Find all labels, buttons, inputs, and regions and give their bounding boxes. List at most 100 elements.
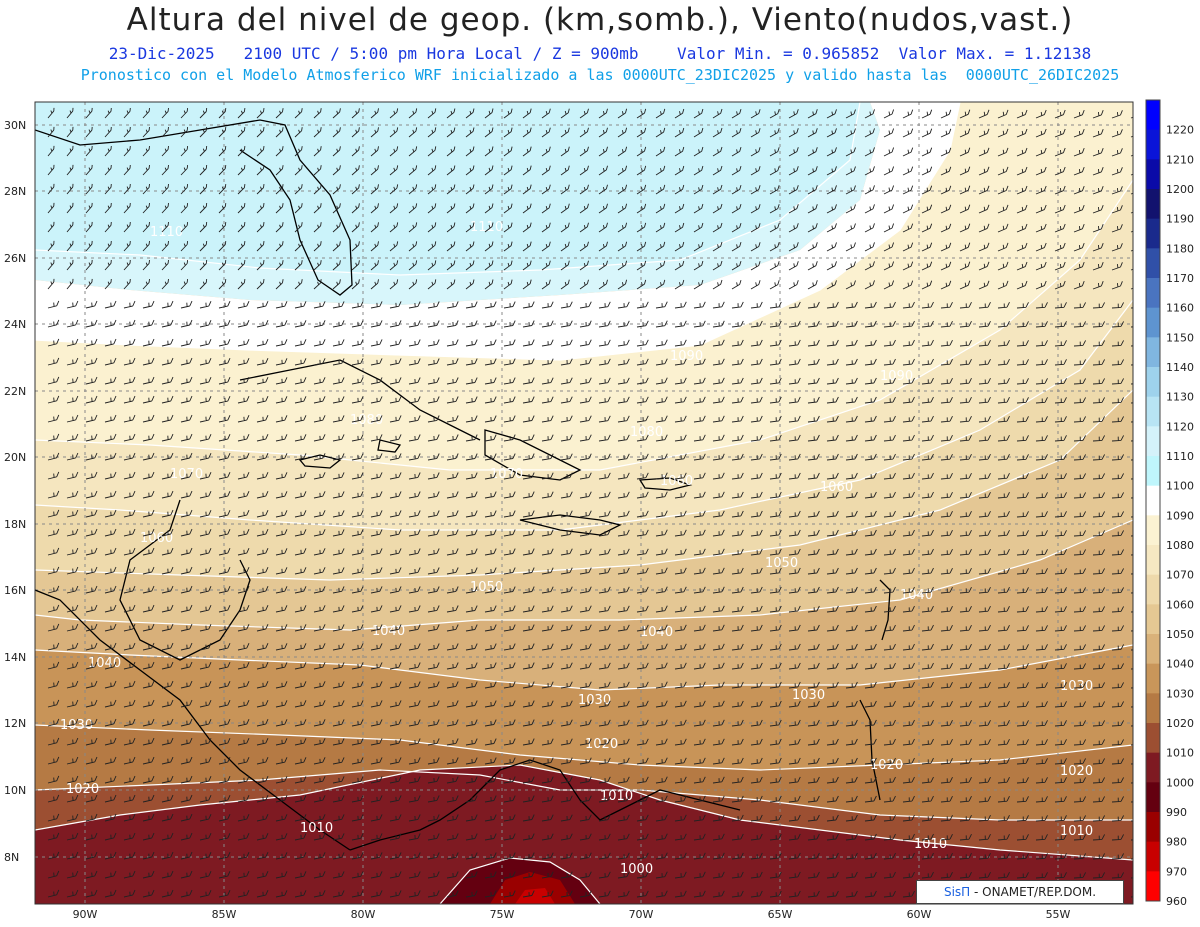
colorbar-label: 1210: [1166, 153, 1194, 166]
colorbar-swatch: [1146, 545, 1160, 576]
contour-label: 1110: [150, 225, 183, 240]
colorbar-label: 1170: [1166, 272, 1194, 285]
map-subtitle-model: Pronostico con el Modelo Atmosferico WRF…: [80, 66, 1120, 84]
wind-barbs: [47, 107, 1133, 898]
lat-label: 28N: [4, 185, 26, 198]
lon-label: 80W: [351, 908, 376, 921]
colorbar-swatch: [1146, 663, 1160, 694]
contour-label: 1040: [900, 588, 933, 603]
graticule: [35, 102, 1133, 904]
colorbar-swatch: [1146, 218, 1160, 249]
contour-label: 1070: [490, 467, 523, 482]
colorbar-swatch: [1146, 337, 1160, 368]
contour-label: 1110: [470, 220, 503, 235]
colorbar-swatch: [1146, 129, 1160, 160]
colorbar-swatch: [1146, 485, 1160, 516]
colorbar-swatch: [1146, 307, 1160, 338]
colorbar-swatch: [1146, 723, 1160, 754]
colorbar-swatch: [1146, 871, 1160, 902]
lon-label: 85W: [212, 908, 237, 921]
colorbar-label: 1010: [1166, 747, 1194, 760]
contour-label: 1010: [600, 789, 633, 804]
contour-label: 1030: [792, 688, 825, 703]
contour-label: 1080: [350, 413, 383, 428]
lon-label: 90W: [73, 908, 98, 921]
lat-label: 18N: [4, 518, 26, 531]
wind-barb-field: [47, 107, 1133, 898]
credit-text: - ONAMET/REP.DOM.: [970, 885, 1097, 899]
map-title: Altura del nivel de geop. (km,somb.), Vi…: [126, 2, 1074, 38]
colorbar-label: 1220: [1166, 124, 1194, 137]
colorbar-label: 1110: [1166, 450, 1194, 463]
contour-label: 1020: [870, 758, 903, 773]
longitude-labels: 90W 85W 80W 75W 70W 65W 60W 55W: [73, 908, 1071, 921]
colorbar-label: 1020: [1166, 717, 1194, 730]
colorbar-frame: [1145, 99, 1161, 902]
colorbar-label: 1160: [1166, 302, 1194, 315]
sispi-logo: SisΠ: [943, 885, 971, 899]
coastlines: [35, 119, 891, 851]
contour-label: 1060: [660, 474, 693, 489]
contour-label: 1010: [300, 821, 333, 836]
lat-label: 22N: [4, 385, 26, 398]
colorbar-label: 1150: [1166, 331, 1194, 344]
colorbar-label: 1060: [1166, 598, 1194, 611]
colorbar-label: 1090: [1166, 509, 1194, 522]
lat-label: 24N: [4, 318, 26, 331]
colorbar-swatch: [1146, 515, 1160, 546]
contour-label: 1060: [820, 480, 853, 495]
colorbar-swatch: [1146, 426, 1160, 457]
map-subtitle-date: 23-Dic-2025 2100 UTC / 5:00 pm Hora Loca…: [108, 44, 1092, 63]
colorbar-swatch: [1146, 604, 1160, 635]
colorbar-label: 1140: [1166, 361, 1194, 374]
shaded-geopotential-field: 1110 1110 1090 1090 1080 1080 1070 1070 …: [35, 102, 1133, 904]
colorbar-label: 1190: [1166, 213, 1194, 226]
colorbar-swatch: [1146, 100, 1160, 131]
colorbar-label: 1050: [1166, 628, 1194, 641]
colorbar-label: 1180: [1166, 242, 1194, 255]
lon-label: 75W: [490, 908, 515, 921]
lat-label: 20N: [4, 451, 26, 464]
colorbar-label: 1130: [1166, 391, 1194, 404]
colorbar-swatch: [1146, 782, 1160, 813]
colorbar-swatch: [1146, 841, 1160, 872]
lat-label: 16N: [4, 584, 26, 597]
colorbar-swatch: [1146, 634, 1160, 665]
lat-label: 30N: [4, 119, 26, 132]
contour-label: 1010: [914, 837, 947, 852]
lat-label: 26N: [4, 252, 26, 265]
colorbar-swatch: [1146, 278, 1160, 309]
lat-label: 8N: [4, 851, 19, 864]
colorbar-swatch: [1146, 812, 1160, 843]
colorbar-label: 960: [1166, 895, 1187, 908]
colorbar-swatch: [1146, 159, 1160, 190]
colorbar-swatch: [1146, 456, 1160, 487]
colorbar-label: 1100: [1166, 480, 1194, 493]
latitude-labels: 30N 28N 26N 24N 22N 20N 18N 16N 14N 12N …: [4, 119, 26, 864]
lon-label: 65W: [768, 908, 793, 921]
lat-label: 14N: [4, 651, 26, 664]
colorbar-label: 1120: [1166, 420, 1194, 433]
colorbar-swatch: [1146, 693, 1160, 724]
contour-label: 1030: [60, 718, 93, 733]
colorbar-label: 1030: [1166, 687, 1194, 700]
colorbar-label: 1200: [1166, 183, 1194, 196]
colorbar-swatch: [1146, 574, 1160, 605]
colorbar: 1220 1210 1200 1190 1180 1170 1160 1150 1140 1130…: [1145, 99, 1194, 908]
contour-label: 1040: [640, 625, 673, 640]
colorbar-label: 1080: [1166, 539, 1194, 552]
colorbar-swatch: [1146, 752, 1160, 783]
colorbar-swatch: [1146, 396, 1160, 427]
contour-label: 1090: [880, 369, 913, 384]
contour-label: 1040: [88, 656, 121, 671]
lat-label: 12N: [4, 717, 26, 730]
contour-label: 1030: [1060, 679, 1093, 694]
colorbar-label: 1000: [1166, 776, 1194, 789]
colorbar-swatch: [1146, 189, 1160, 220]
lon-label: 70W: [629, 908, 654, 921]
colorbar-swatch: [1146, 248, 1160, 279]
contour-label: 1050: [765, 556, 798, 571]
contour-label: 1090: [670, 349, 703, 364]
credit-box: SisΠ - ONAMET/REP.DOM.: [916, 880, 1124, 904]
